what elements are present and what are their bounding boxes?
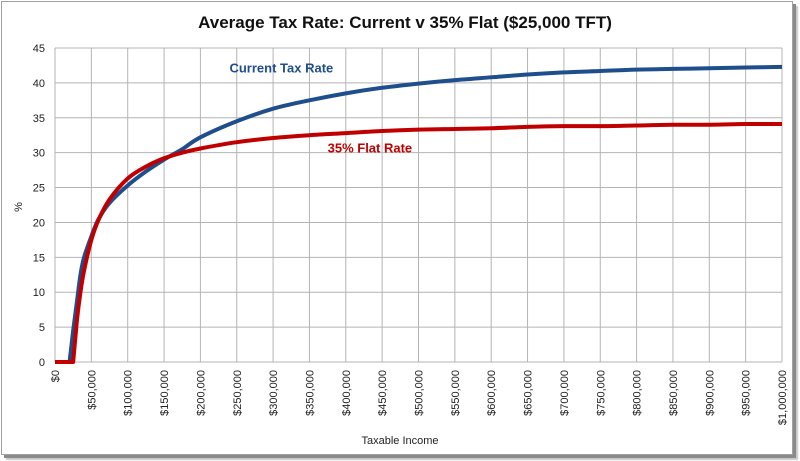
- y-tick-label: 45: [33, 43, 45, 55]
- y-axis: 0 5 10 15 20 25 30 35 40 45: [33, 43, 45, 369]
- x-tick-label: $1,000,000: [777, 370, 789, 425]
- y-tick-label: 0: [39, 357, 45, 369]
- y-tick-label: 5: [39, 322, 45, 334]
- series-line-current-tax-rate: [54, 64, 783, 364]
- y-tick-label: 15: [33, 252, 45, 264]
- annotation-flat-rate: 35% Flat Rate: [328, 141, 413, 156]
- x-tick-label: $600,000: [486, 370, 498, 416]
- x-tick-label: $300,000: [268, 370, 280, 416]
- y-tick-label: 10: [33, 287, 45, 299]
- chart-frame: [1, 1, 793, 455]
- x-tick-label: $50,000: [86, 370, 98, 410]
- x-tick-label: $650,000: [523, 370, 535, 416]
- x-tick-label: $450,000: [377, 370, 389, 416]
- series-group: [54, 64, 783, 364]
- annotation-current-tax-rate: Current Tax Rate: [229, 60, 333, 75]
- x-tick-label: $900,000: [704, 370, 716, 416]
- x-tick-label: $850,000: [668, 370, 680, 416]
- y-tick-label: 40: [33, 78, 45, 90]
- y-axis-title: %: [13, 202, 25, 212]
- x-tick-label: $350,000: [304, 370, 316, 416]
- x-tick-label: $250,000: [232, 370, 244, 416]
- x-axis-title: Taxable Income: [361, 435, 438, 447]
- x-tick-label: $700,000: [559, 370, 571, 416]
- series-line-flat-rate: [54, 122, 783, 364]
- x-axis: $0 $50,000 $100,000 $150,000 $200,000 $250,00…: [50, 370, 789, 425]
- y-tick-label: 30: [33, 148, 45, 160]
- x-tick-label: $0: [50, 370, 62, 382]
- x-tick-label: $150,000: [159, 370, 171, 416]
- chart-title: Average Tax Rate: Current v 35% Flat ($2…: [198, 13, 612, 32]
- x-tick-label: $200,000: [195, 370, 207, 416]
- grid: [54, 47, 783, 363]
- y-tick-label: 35: [33, 113, 45, 125]
- x-tick-label: $750,000: [595, 370, 607, 416]
- x-tick-label: $550,000: [450, 370, 462, 416]
- x-tick-label: $800,000: [632, 370, 644, 416]
- x-tick-label: $100,000: [123, 370, 135, 416]
- y-tick-label: 25: [33, 183, 45, 195]
- x-tick-label: $400,000: [341, 370, 353, 416]
- x-tick-label: $500,000: [414, 370, 426, 416]
- annotations: Current Tax Rate 35% Flat Rate: [229, 60, 412, 155]
- x-tick-label: $950,000: [741, 370, 753, 416]
- y-tick-label: 20: [33, 217, 45, 229]
